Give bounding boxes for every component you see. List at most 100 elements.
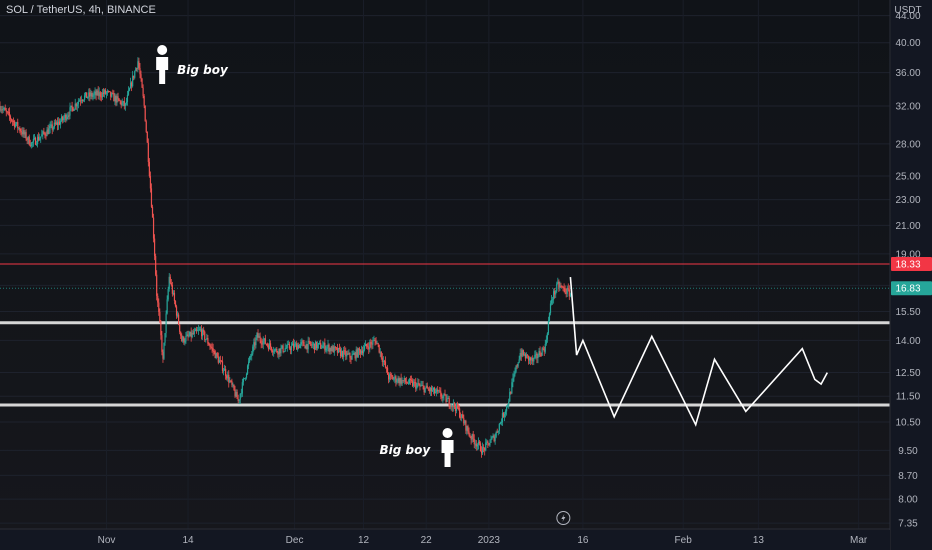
y-tick-label: 8.70 [898,471,918,482]
candle-body [496,431,498,433]
candle-body [207,338,209,344]
candle-body [181,335,183,342]
candle-body [80,100,83,102]
candle-body [382,360,384,362]
candle-body [161,335,163,352]
candle-body [484,447,486,451]
candle-body [27,136,29,140]
x-tick-label: 2023 [478,535,501,546]
candle-body [75,103,77,107]
candle-body [52,127,54,130]
candle-body [284,348,286,352]
candle-body [480,451,483,454]
candle-body [235,392,237,397]
candle-body [76,104,78,107]
candle-body [102,92,105,95]
candle-body [249,356,251,362]
candle-body [542,348,544,350]
candle-body [16,122,18,125]
candle-body [489,442,491,446]
candle-body [212,347,214,352]
candle-body [471,434,473,440]
candle-body [426,385,428,389]
candle-body [361,350,364,354]
candle-body [63,118,65,121]
candle-body [82,99,85,101]
candle-body [123,101,125,107]
candle-body [567,288,569,290]
candle-body [343,350,345,358]
candle-body [30,142,32,147]
candle-body [179,324,181,332]
candle-body [158,302,160,312]
candle-body [521,350,523,357]
candle-body [390,374,392,376]
person-icon-body [156,57,169,84]
candle-body [335,347,337,349]
candle-body [170,282,172,286]
candle-body [171,285,173,294]
candle-body [296,343,298,350]
candle-body [160,321,162,336]
candle-body [524,354,527,359]
candle-body [86,92,88,98]
candle-body [324,342,326,351]
candle-body [494,436,496,442]
candle-body [342,351,344,358]
person-icon [441,428,454,467]
candle-body [391,375,393,377]
candle-body [58,121,61,125]
candle-body [462,414,464,419]
candle-body [34,137,37,145]
candle-body [460,417,462,418]
candle-body [278,348,280,355]
candle-body [229,380,231,383]
person-icon-body [441,440,454,467]
candle-body [422,385,424,387]
candle-body [375,340,377,344]
candle-body [558,281,560,288]
candle-body [475,443,477,447]
y-tick-label: 7.35 [898,519,918,530]
candle-body [537,356,539,359]
candle-body [138,61,140,68]
price-level-tag [891,281,932,296]
candle-body [438,390,440,392]
candle-body [469,435,471,438]
candle-body [211,347,213,349]
candle-body [387,374,390,380]
candle-body [562,286,564,288]
candle-body [157,295,159,303]
candle-body [178,314,180,325]
candle-body [202,329,204,337]
candle-body [371,343,373,345]
y-tick-label: 21.00 [895,221,920,232]
candle-body [228,374,230,383]
candle-body [328,344,330,352]
candle-body [474,443,476,445]
candle-body [147,142,149,162]
candle-body [306,344,308,350]
candle-body [225,368,227,376]
candle-body [318,343,320,345]
candle-body [164,333,166,343]
candle-body [197,329,200,331]
candle-body [29,144,31,147]
candle-body [360,350,363,354]
candle-body [205,339,207,341]
candle-body [110,91,112,97]
candle-body [423,386,425,393]
candle-body [316,344,319,349]
candle-body [22,130,24,135]
candle-body [337,347,340,353]
candle-body [520,353,522,357]
candle-body [454,407,457,411]
candle-body [569,294,571,297]
candle-body [486,441,488,443]
candle-body [71,105,73,108]
candle-body [192,332,194,335]
candle-body [540,355,542,356]
candle-body [257,333,259,338]
candle-body [221,361,224,371]
